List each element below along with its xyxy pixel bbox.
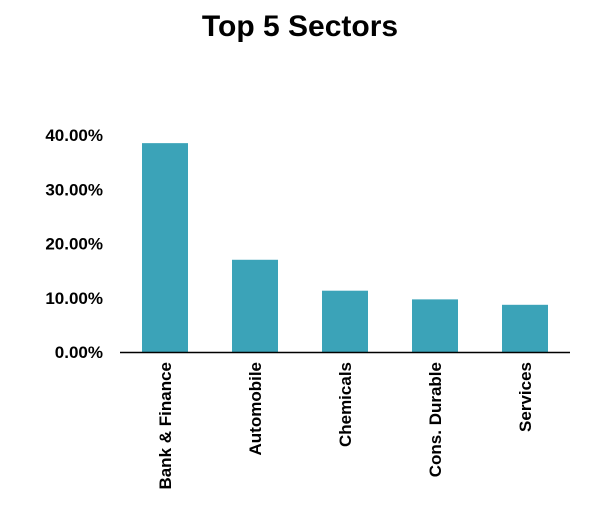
bar <box>142 143 188 352</box>
bars-group <box>142 143 548 352</box>
y-tick-label: 20.00% <box>45 235 103 254</box>
chart-title: Top 5 Sectors <box>201 10 399 43</box>
bar <box>412 299 458 352</box>
x-tick-label: Chemicals <box>336 362 355 447</box>
x-tick-label: Cons. Durable <box>426 362 445 477</box>
y-axis-ticks: 0.00% 10.00% 20.00% 30.00% 40.00% <box>45 126 103 362</box>
bar <box>322 290 368 352</box>
y-tick-label: 10.00% <box>45 289 103 308</box>
y-tick-label: 0.00% <box>55 343 103 362</box>
y-tick-label: 40.00% <box>45 126 103 145</box>
x-tick-label: Bank & Finance <box>156 362 175 490</box>
x-axis-labels: Bank & Finance Automobile Chemicals Cons. D… <box>156 362 535 490</box>
bar <box>232 259 278 352</box>
x-tick-label: Automobile <box>246 362 265 456</box>
y-tick-label: 30.00% <box>45 180 103 199</box>
bar <box>502 304 548 352</box>
x-tick-label: Services <box>516 362 535 432</box>
